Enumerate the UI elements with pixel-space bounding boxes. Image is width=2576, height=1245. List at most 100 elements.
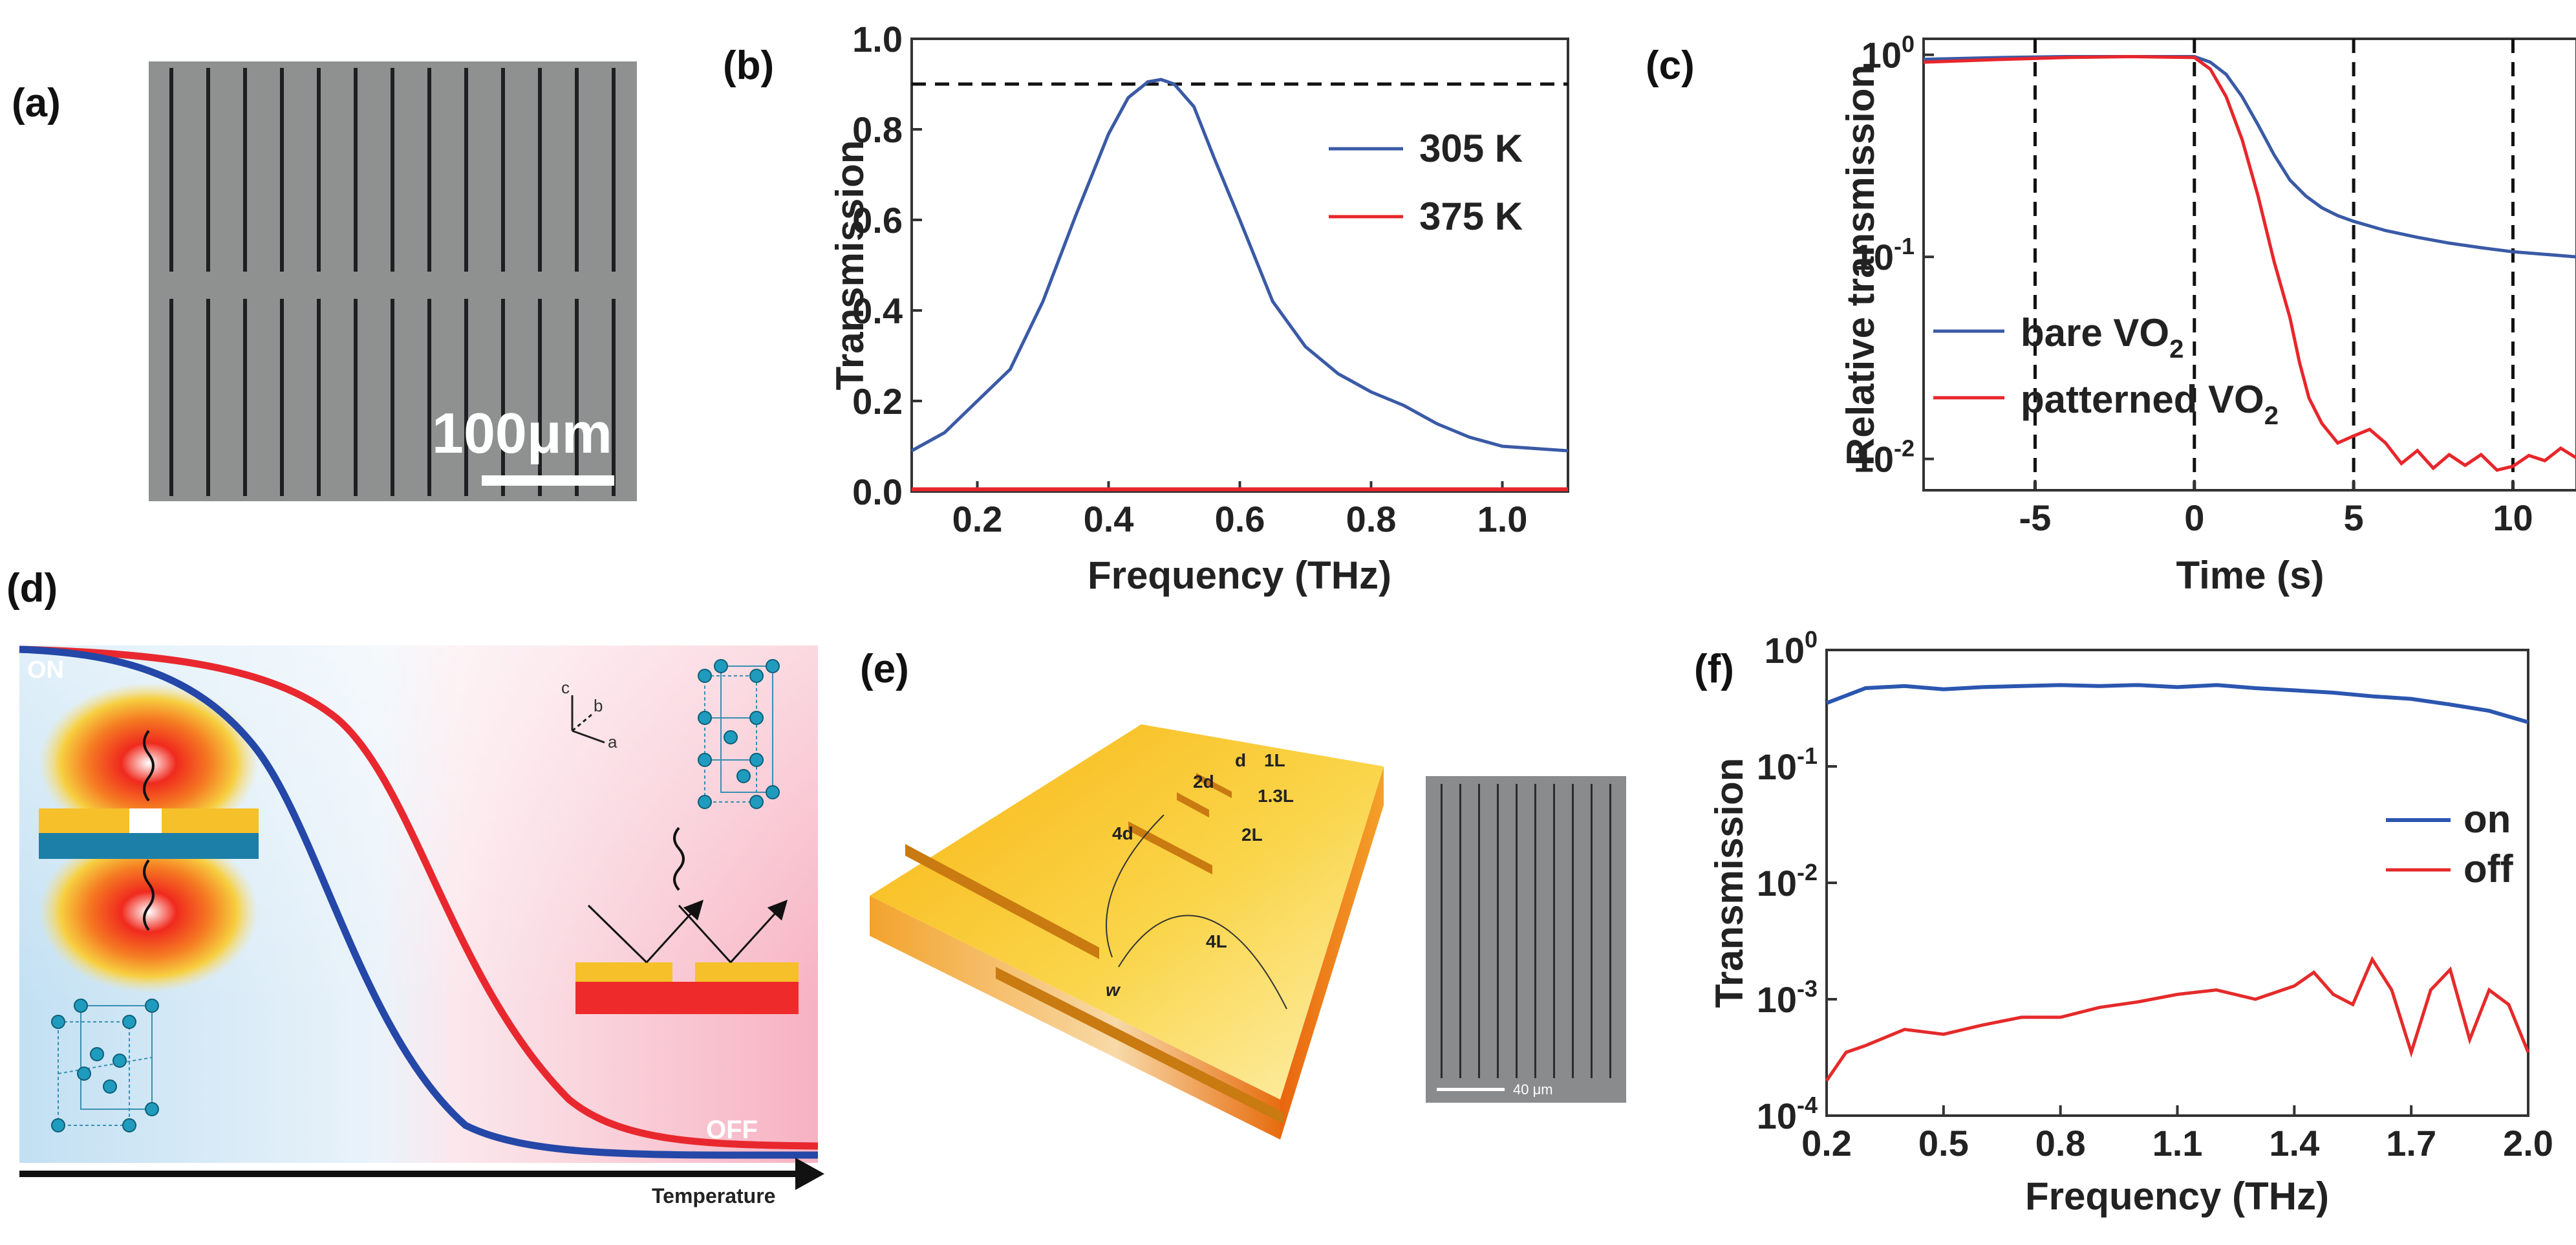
x-axis-label-f: Frequency (THz): [2025, 1175, 2329, 1218]
inset-sem-slits: [1441, 784, 1611, 1078]
atom: [74, 999, 88, 1013]
slit: [317, 299, 321, 496]
inset-slit: [1609, 784, 1611, 1078]
x-axis-label-b: Frequency (THz): [1088, 554, 1391, 597]
axis-b-label: b: [594, 696, 603, 715]
c-ytick-label: 100: [1862, 31, 1915, 76]
chart-c-ticks: -5 0 5 10 10-2 10-1 100: [1854, 31, 2533, 538]
chart-b-frame: [910, 38, 1569, 493]
wave-bottom-icon: [143, 859, 155, 931]
atom: [113, 1054, 127, 1068]
c-ytick-label: 10-1: [1854, 233, 1915, 277]
y-axis-label-f: Transmission: [1708, 758, 1751, 1008]
chart-f-ticks: 0.2 0.5 0.8 1.1 1.4 1.7 2.0 10-4 10-3 10-2 10-1 100: [1757, 626, 2553, 1164]
slit: [280, 299, 284, 496]
wave-top-icon: [143, 730, 155, 802]
slit: [612, 68, 616, 272]
inset-slit: [1572, 784, 1574, 1078]
b-xtick-label: 0.2: [952, 499, 1003, 539]
b-ytick-label: 0.0: [852, 471, 903, 512]
slab-top: [870, 724, 1384, 1099]
chart-f: 0.2 0.5 0.8 1.1 1.4 1.7 2.0 10-4 10-3 10-2 10-1 100…: [1708, 626, 2553, 1218]
inset-slit: [1516, 784, 1518, 1078]
dim-label-2L: 2L: [1241, 825, 1263, 845]
crystal-lattice-top-icon: [704, 666, 773, 803]
slit: [169, 299, 173, 496]
legend-label-patterned: patterned VO2: [2021, 378, 2279, 430]
legend-label-off: off: [2463, 847, 2514, 891]
slit: [575, 68, 579, 272]
atom: [698, 753, 712, 767]
dim-label-w: w: [1106, 980, 1121, 1000]
slit: [354, 299, 358, 496]
dim-label-d: d: [1235, 750, 1246, 770]
slot-on: [129, 808, 162, 833]
panel-d-schematic: ON OFF c b a: [19, 645, 824, 1207]
legend-label-on: on: [2463, 797, 2511, 841]
slit: [206, 68, 210, 272]
inset-sem-background: [1426, 776, 1626, 1103]
inset-slit: [1459, 784, 1461, 1078]
f-xtick-label: 1.7: [2386, 1123, 2436, 1164]
chart-b-legend: 305 K 375 K: [1329, 127, 1523, 238]
slit: [501, 68, 505, 272]
slit: [243, 68, 247, 272]
atom: [698, 795, 712, 809]
atom: [749, 669, 764, 683]
dim-label-2d: 2d: [1193, 772, 1214, 792]
series-305K: [910, 78, 1569, 453]
f-ytick-label: 10-4: [1757, 1092, 1818, 1136]
atom: [736, 769, 751, 783]
slots: [905, 773, 1283, 1124]
f-xtick-label: 2.0: [2503, 1123, 2553, 1164]
b-ytick-label: 0.2: [852, 381, 903, 422]
legend-label-305K: 305 K: [1419, 127, 1523, 170]
gold-block-left: [575, 962, 672, 982]
y-axis-label-c: Relative transmission: [1839, 65, 1882, 466]
slit: [538, 299, 542, 496]
chart-c-legend: bare VO2 patterned VO2: [1933, 311, 2279, 430]
c-xtick-label: 5: [2344, 497, 2364, 538]
atom: [145, 1102, 159, 1116]
chart-b: 0.2 0.4 0.6 0.8 1.0 0.0 0.2 0.4 0.6 0.8 1.0 305 K …: [828, 19, 1569, 597]
slit: [464, 299, 468, 496]
atom: [145, 999, 159, 1013]
atom: [749, 753, 764, 767]
b-xtick-label: 0.6: [1215, 499, 1265, 539]
atom: [766, 659, 780, 673]
ray-4: [729, 900, 788, 964]
panel-label-c: (c): [1646, 43, 1695, 88]
slit: [427, 68, 431, 272]
lattice-axes-icon: [571, 695, 605, 744]
substrate-on: [39, 833, 259, 859]
temperature-arrowhead: [795, 1158, 824, 1190]
c-xtick-label: 0: [2184, 497, 2204, 538]
atom: [749, 795, 764, 809]
b-xtick-label: 0.4: [1084, 499, 1134, 539]
slit: [501, 299, 505, 496]
gold-block-right: [695, 962, 799, 982]
dimension-arcs: [1106, 814, 1287, 1010]
slit: [391, 68, 394, 272]
slit: [575, 299, 579, 496]
atom: [766, 785, 780, 799]
panel-label-d: (d): [6, 566, 58, 611]
dim-label-1.3L: 1.3L: [1258, 786, 1294, 806]
wave-off-icon: [673, 827, 685, 891]
ray-3: [678, 904, 732, 964]
crystal-lattice-bottom-icon: [58, 1005, 153, 1126]
slab-right-edge: [1280, 766, 1384, 1140]
b-ytick-label: 0.6: [852, 200, 903, 241]
heat-lobe-top: [39, 682, 259, 844]
slit: [169, 68, 173, 272]
dim-label-4L: 4L: [1206, 931, 1227, 951]
inset-scale-label: 40 μm: [1513, 1081, 1553, 1098]
b-ytick-label: 1.0: [852, 19, 903, 60]
inset-slit: [1478, 784, 1480, 1078]
sem-slits: [169, 68, 616, 496]
atom: [714, 659, 728, 673]
slit: [391, 299, 394, 496]
atom: [122, 1015, 136, 1029]
b-xtick-label: 0.8: [1346, 499, 1397, 539]
atom: [51, 1015, 65, 1029]
